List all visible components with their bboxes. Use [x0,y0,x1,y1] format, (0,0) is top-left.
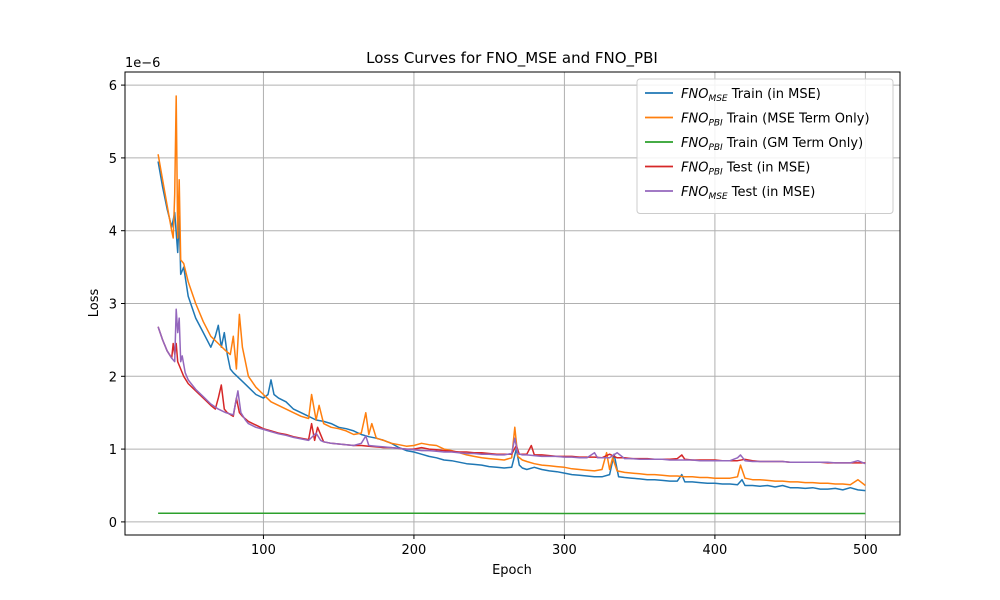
legend-label: FNOMSE Train (in MSE) [681,87,821,104]
series-line-2 [157,95,866,487]
y-tick-label: 5 [109,152,117,167]
y-axis-offset-text: 1e−6 [125,56,160,71]
x-tick-label: 400 [702,543,727,558]
legend-label: FNOPBI Train (MSE Term Only) [681,112,870,129]
y-tick-label: 3 [109,298,117,313]
legend: FNOMSE Train (in MSE) FNOPBI Train (MSE T… [636,78,894,214]
y-tick-label: 4 [109,225,117,240]
x-tick-label: 300 [552,543,577,558]
x-axis-label: Epoch [492,563,532,578]
y-tick-label: 2 [109,370,117,385]
x-tick-label: 500 [853,543,878,558]
series-line-1 [157,161,866,492]
series-line-5 [157,308,866,465]
y-tick-label: 1 [109,443,117,458]
legend-box [636,78,894,214]
legend-label: FNOPBI Train (GM Term Only) [681,136,863,153]
series-lines [157,95,866,515]
x-tick-label: 100 [251,543,276,558]
x-tick-label: 200 [402,543,427,558]
y-axis-label: Loss [87,289,102,318]
y-tick-label: 6 [109,79,117,94]
legend-label: FNOMSE Test (in MSE) [681,185,815,202]
axis-ticks: 100 200 300 400 500 0 1 2 3 4 5 6 [109,79,878,558]
y-tick-label: 0 [109,516,117,531]
legend-label: FNOPBI Test (in MSE) [681,161,810,178]
chart-title: Loss Curves for FNO_MSE and FNO_PBI [366,49,658,68]
